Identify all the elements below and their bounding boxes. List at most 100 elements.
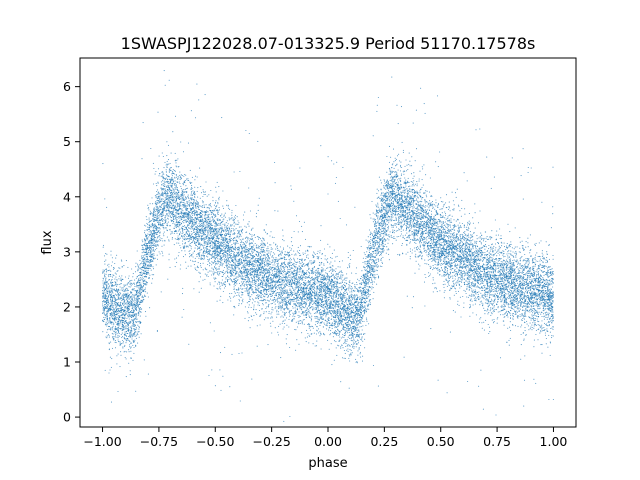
data-point: [289, 274, 291, 276]
data-point: [380, 252, 383, 254]
data-point: [552, 254, 554, 257]
data-point: [373, 231, 375, 233]
data-point: [334, 327, 336, 329]
data-point: [270, 269, 272, 271]
data-point: [327, 258, 329, 260]
data-point: [119, 279, 121, 281]
data-point: [223, 249, 225, 251]
data-point: [131, 279, 133, 281]
data-point: [340, 300, 342, 302]
data-point: [282, 270, 284, 272]
data-point: [335, 299, 337, 301]
data-point: [408, 199, 410, 201]
data-point: [415, 214, 417, 216]
data-point: [105, 277, 107, 279]
data-point: [456, 249, 458, 251]
data-point: [386, 224, 389, 226]
data-point: [156, 189, 159, 191]
data-point: [301, 261, 303, 264]
data-point: [265, 256, 267, 259]
data-point: [273, 277, 275, 279]
data-point: [488, 312, 490, 314]
data-point: [156, 208, 158, 210]
data-point: [185, 207, 187, 209]
data-point: [505, 292, 507, 294]
data-point: [478, 385, 480, 387]
data-point: [478, 240, 480, 242]
data-point: [256, 313, 258, 315]
data-point: [289, 276, 291, 278]
data-point: [298, 316, 300, 319]
data-point: [297, 261, 299, 263]
data-point: [182, 243, 184, 245]
data-point: [368, 249, 370, 251]
data-point: [223, 214, 225, 216]
data-point: [330, 272, 333, 274]
data-point: [156, 210, 159, 212]
data-point: [302, 306, 304, 308]
data-point: [130, 346, 132, 348]
data-point: [460, 226, 462, 228]
data-point: [325, 259, 327, 261]
data-point: [510, 243, 512, 245]
data-point: [399, 185, 401, 187]
data-point: [126, 317, 128, 319]
data-point: [120, 292, 122, 295]
data-point: [370, 298, 372, 301]
data-point: [497, 249, 499, 251]
data-point: [195, 207, 197, 209]
data-point: [516, 261, 518, 263]
data-point: [461, 279, 463, 281]
data-point: [458, 205, 460, 207]
data-point: [111, 276, 114, 278]
data-point: [395, 201, 397, 203]
data-point: [539, 332, 541, 334]
data-point: [397, 222, 399, 224]
data-point: [486, 256, 488, 258]
data-point: [345, 319, 347, 321]
data-point: [130, 285, 132, 287]
data-point: [276, 265, 279, 267]
data-point: [299, 258, 301, 261]
data-point: [498, 281, 500, 283]
data-point: [244, 317, 246, 319]
data-point: [215, 269, 217, 271]
data-point: [298, 283, 300, 285]
data-point: [198, 237, 200, 239]
data-point: [388, 173, 390, 175]
data-point: [547, 273, 549, 275]
data-point: [272, 260, 274, 262]
data-point: [475, 129, 477, 131]
data-point: [182, 151, 185, 153]
data-point: [371, 262, 373, 264]
data-point: [235, 223, 237, 225]
data-point: [227, 299, 229, 301]
data-point: [349, 349, 351, 351]
data-point: [178, 198, 181, 201]
data-point: [328, 312, 330, 314]
data-point: [130, 347, 132, 349]
data-point: [509, 288, 511, 290]
data-point: [342, 311, 344, 313]
data-point: [194, 247, 196, 249]
data-point: [369, 214, 371, 216]
data-point: [486, 300, 488, 302]
data-point: [147, 239, 149, 241]
data-point: [254, 272, 256, 274]
data-point: [262, 293, 264, 296]
data-point: [234, 214, 237, 216]
data-point: [172, 217, 174, 219]
data-point: [293, 200, 295, 202]
data-point: [461, 233, 463, 235]
data-point: [309, 301, 311, 303]
data-point: [165, 194, 167, 196]
data-point: [194, 179, 196, 181]
data-point: [283, 282, 285, 284]
data-point: [168, 195, 170, 197]
data-point: [488, 272, 490, 274]
data-point: [132, 336, 134, 338]
data-point: [128, 321, 130, 323]
data-point: [300, 306, 302, 308]
data-point: [448, 253, 450, 255]
data-point: [298, 249, 301, 252]
